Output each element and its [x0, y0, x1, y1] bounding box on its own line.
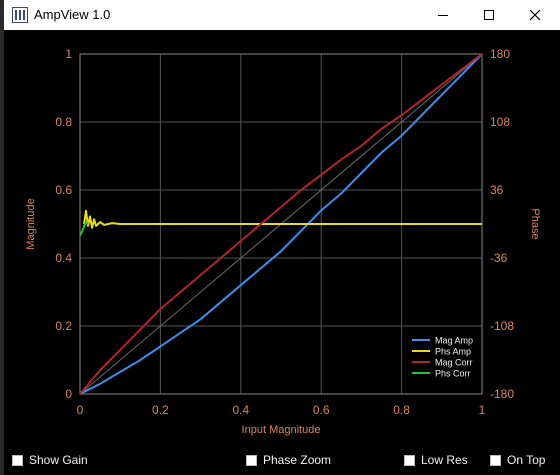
series-line-mag-corr [79, 53, 483, 395]
legend-entry: Phs Corr [435, 369, 471, 379]
series-line-phs-corr [79, 221, 89, 236]
x-tick-label: 0.6 [313, 403, 330, 417]
app-icon [12, 7, 28, 23]
on-top-label: On Top [507, 453, 546, 467]
legend-entry: Mag Corr [435, 358, 473, 368]
amplifier-chart: 0 0.2 0.4 0.6 0.8 1 0 0.2 0.4 0.6 0.8 1 -180 -108 -36 3… [25, 47, 541, 436]
y2-axis-label: Phase [529, 208, 541, 239]
x-tick-label: 0.8 [393, 403, 410, 417]
legend-entry: Phs Amp [435, 347, 471, 357]
y2-tick-label: 108 [490, 115, 510, 129]
y-tick-label: 0 [65, 387, 72, 401]
close-icon [529, 9, 541, 21]
y2-tick-label: -180 [490, 387, 514, 401]
y2-tick-label: -36 [490, 251, 508, 265]
show-gain-label: Show Gain [29, 453, 88, 467]
y-tick-label: 0.8 [55, 115, 72, 129]
x-tick-label: 1 [479, 403, 486, 417]
on-top-box[interactable] [490, 454, 501, 466]
background-window-edge [0, 0, 4, 475]
close-button[interactable] [512, 0, 558, 30]
title-bar[interactable]: AmpView 1.0 [4, 0, 560, 30]
y2-tick-label: -108 [490, 319, 514, 333]
maximize-icon [484, 10, 494, 20]
app-window: AmpView 1.0 0 0.2 0.4 0.6 0.8 1 0 0.2 0.4 0.6 0.8 1… [4, 0, 560, 475]
y-tick-label: 0.2 [55, 319, 72, 333]
y-tick-label: 1 [65, 47, 72, 61]
window-title: AmpView 1.0 [34, 7, 111, 22]
series-line-phs-amp [83, 209, 482, 229]
legend-entry: Mag Amp [435, 336, 473, 346]
on-top-checkbox[interactable]: On Top [490, 453, 545, 467]
low-res-box[interactable] [404, 454, 415, 466]
y2-tick-label: 180 [490, 47, 510, 61]
low-res-checkbox[interactable]: Low Res [404, 453, 468, 467]
series-line-mag-amp [79, 53, 483, 395]
show-gain-checkbox[interactable]: Show Gain [12, 453, 88, 467]
x-tick-label: 0.2 [152, 403, 169, 417]
phase-zoom-checkbox[interactable]: Phase Zoom [246, 453, 331, 467]
x-axis-label: Input Magnitude [242, 424, 321, 436]
phase-zoom-label: Phase Zoom [263, 453, 332, 467]
y2-tick-label: 36 [490, 183, 504, 197]
minimize-icon [438, 15, 448, 16]
x-tick-label: 0.4 [232, 403, 249, 417]
options-bar: Show Gain Phase Zoom Low Res On Top [4, 445, 560, 475]
phase-zoom-box[interactable] [246, 454, 257, 466]
low-res-label: Low Res [421, 453, 468, 467]
maximize-button[interactable] [466, 0, 512, 30]
x-tick-label: 0 [77, 403, 84, 417]
minimize-button[interactable] [420, 0, 466, 30]
y-tick-label: 0.4 [55, 251, 72, 265]
y-axis-label: Magnitude [25, 198, 37, 249]
y-tick-label: 0.6 [55, 183, 72, 197]
show-gain-box[interactable] [12, 454, 23, 466]
